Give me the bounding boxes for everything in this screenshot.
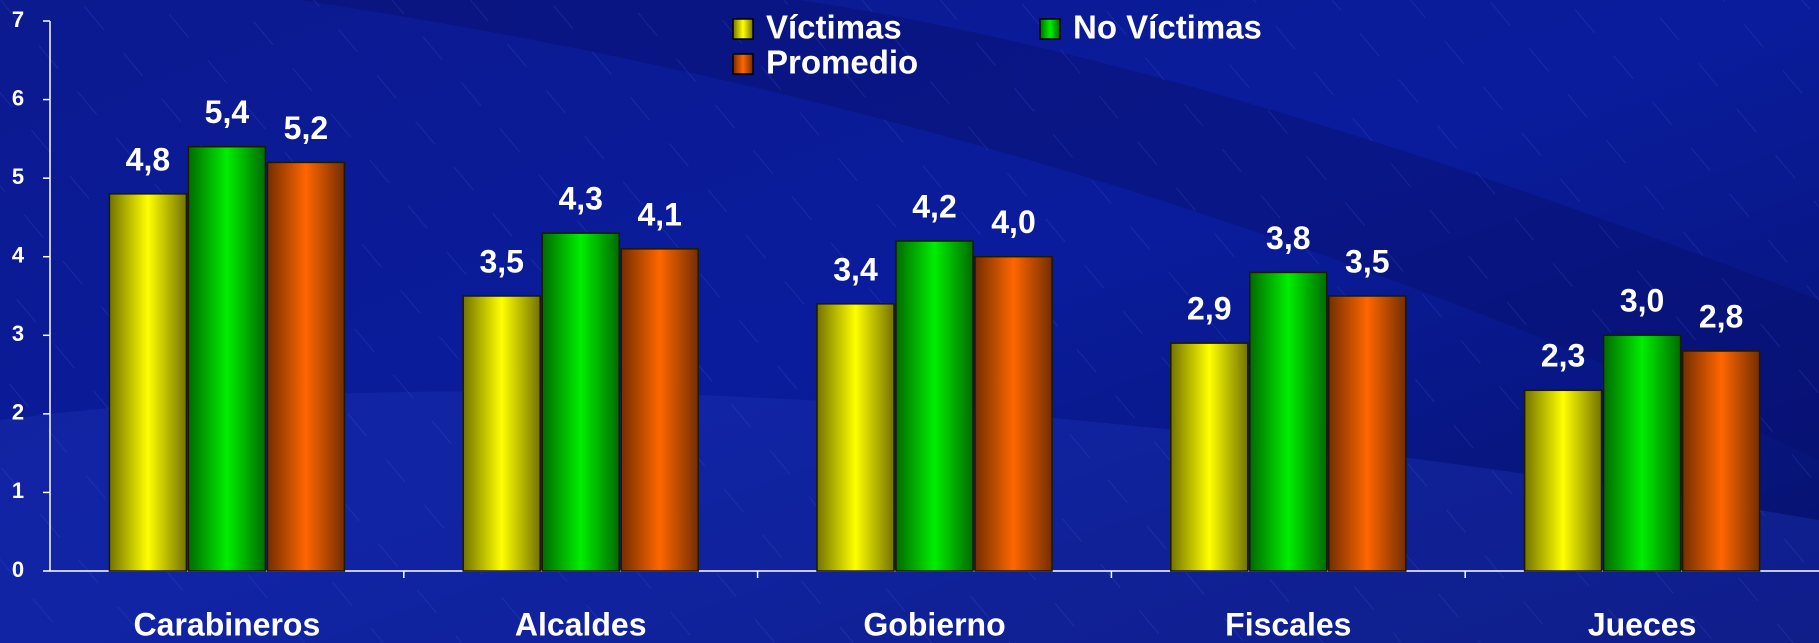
bar: [1602, 334, 1682, 572]
y-tick-label: 3: [12, 321, 24, 346]
value-label: 4,1: [637, 196, 681, 232]
legend-swatch: [1039, 18, 1061, 40]
value-label: 4,8: [126, 141, 170, 177]
bar: [1170, 342, 1249, 572]
y-tick-label: 0: [12, 557, 24, 582]
value-label: 4,2: [912, 188, 956, 224]
bar: [620, 248, 699, 572]
legend-label: Promedio: [766, 44, 918, 81]
value-label: 3,5: [1345, 243, 1389, 279]
bar: [1523, 389, 1603, 572]
value-label: 3,0: [1620, 283, 1664, 319]
legend-label: Víctimas: [766, 9, 902, 46]
y-tick-label: 6: [12, 85, 24, 110]
bar: [1328, 295, 1407, 572]
value-label: 5,4: [205, 94, 250, 130]
value-label: 2,3: [1541, 338, 1585, 374]
y-tick-label: 2: [12, 400, 24, 425]
bar: [816, 303, 895, 572]
bar: [1681, 350, 1761, 572]
bar: [187, 145, 267, 572]
value-label: 3,4: [833, 251, 878, 287]
bar: [974, 255, 1053, 572]
y-tick-label: 4: [12, 243, 25, 268]
bar: [108, 193, 188, 572]
x-tick-label: Gobierno: [863, 606, 1005, 642]
y-tick-label: 5: [12, 164, 24, 189]
bar: [1249, 271, 1328, 572]
value-label: 2,8: [1699, 298, 1743, 334]
x-tick-label: Fiscales: [1225, 606, 1351, 642]
value-label: 4,0: [991, 204, 1035, 240]
x-tick-label: Carabineros: [134, 606, 321, 642]
x-tick-label: Jueces: [1588, 606, 1697, 642]
bar: [541, 232, 620, 572]
legend-swatch: [732, 18, 754, 40]
bar: [895, 240, 974, 572]
value-label: 4,3: [558, 181, 602, 217]
value-label: 3,5: [479, 243, 523, 279]
value-label: 5,2: [284, 110, 328, 146]
y-tick-label: 1: [12, 478, 24, 503]
legend-label: No Víctimas: [1073, 9, 1262, 46]
y-tick-label: 7: [12, 7, 24, 32]
value-label: 2,9: [1187, 291, 1231, 327]
bar: [462, 295, 541, 572]
x-tick-label: Alcaldes: [515, 606, 647, 642]
bar: [266, 161, 346, 572]
legend-swatch: [732, 53, 754, 75]
value-label: 3,8: [1266, 220, 1310, 256]
